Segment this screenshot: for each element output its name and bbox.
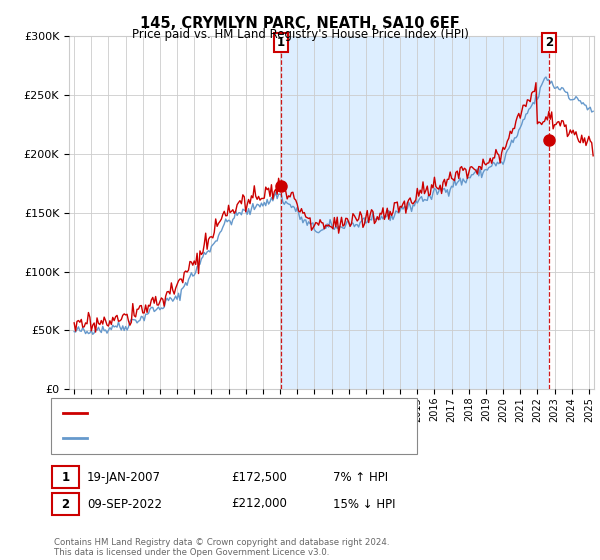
Text: 09-SEP-2022: 09-SEP-2022	[87, 497, 162, 511]
Text: 145, CRYMLYN PARC, NEATH, SA10 6EF: 145, CRYMLYN PARC, NEATH, SA10 6EF	[140, 16, 460, 31]
Bar	[281, 36, 549, 389]
Text: Price paid vs. HM Land Registry's House Price Index (HPI): Price paid vs. HM Land Registry's House …	[131, 28, 469, 41]
Text: 15% ↓ HPI: 15% ↓ HPI	[333, 497, 395, 511]
Text: Contains HM Land Registry data © Crown copyright and database right 2024.
This d: Contains HM Land Registry data © Crown c…	[54, 538, 389, 557]
Text: 2: 2	[545, 36, 553, 49]
Text: £212,000: £212,000	[231, 497, 287, 511]
Text: HPI: Average price, detached house, Neath Port Talbot: HPI: Average price, detached house, Neat…	[93, 433, 376, 444]
Text: 1: 1	[277, 36, 285, 49]
Text: £172,500: £172,500	[231, 470, 287, 484]
Text: 145, CRYMLYN PARC, NEATH, SA10 6EF (detached house): 145, CRYMLYN PARC, NEATH, SA10 6EF (deta…	[93, 408, 389, 418]
Text: 2: 2	[61, 497, 70, 511]
Text: 7% ↑ HPI: 7% ↑ HPI	[333, 470, 388, 484]
Text: 1: 1	[61, 470, 70, 484]
Text: 19-JAN-2007: 19-JAN-2007	[87, 470, 161, 484]
